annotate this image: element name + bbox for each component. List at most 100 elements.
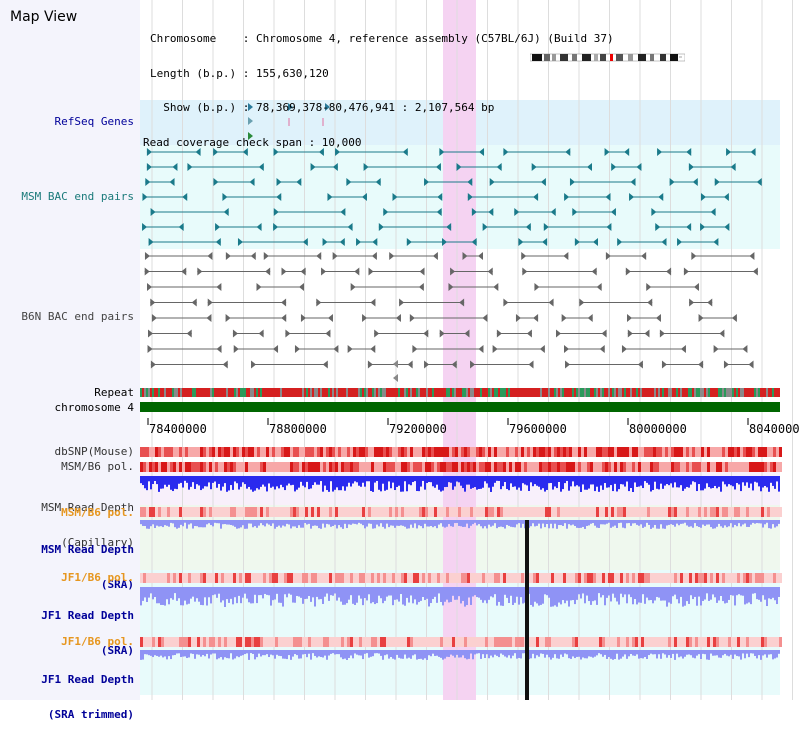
msm-pol-strip xyxy=(263,462,266,472)
b6n-bac-end xyxy=(752,267,758,276)
jf1-depth-trim-bar xyxy=(406,650,408,659)
jf1-depth-trim-bar xyxy=(258,650,260,654)
chromosome-ideogram[interactable] xyxy=(530,52,685,63)
jf1-depth-trim-bar xyxy=(388,650,390,659)
msm-depth-sra-bar xyxy=(648,520,650,525)
b6n-bac-end xyxy=(503,298,509,307)
jf1-depth-sra-bar xyxy=(446,587,448,600)
repeat-segment xyxy=(406,388,408,397)
jf1-depth-sra-bar xyxy=(598,587,600,594)
msm-depth-cap-bar xyxy=(448,476,450,483)
msm-pol2-strip xyxy=(431,507,434,517)
refseq-genes-label[interactable]: RefSeq Genes xyxy=(54,115,134,128)
msm-depth-sra-bar xyxy=(160,520,162,527)
repeat-segment xyxy=(656,388,658,397)
b6n-bac-end xyxy=(371,252,377,260)
jf1-depth-trim-bar xyxy=(336,650,338,655)
jf1-depth-sra-line1: JF1 Read Depth xyxy=(41,609,134,622)
jf1-pol-strip xyxy=(410,573,413,583)
repeat-segment xyxy=(392,388,394,397)
jf1-depth-trim-bar xyxy=(152,650,154,658)
repeat-segment xyxy=(228,388,230,397)
track-display: 78400000 78800000 79200000 79600000 80000000… xyxy=(140,0,800,700)
b6n-bac-end xyxy=(150,360,156,369)
msm-depth-cap-bar xyxy=(294,476,296,492)
jf1-depth-sra-bar xyxy=(232,587,234,605)
jf1-depth-trim-bar xyxy=(758,650,760,656)
msm-depth-cap-bar xyxy=(148,476,150,482)
msm-pol-strip xyxy=(632,462,635,472)
jf1-depth-sra-bar xyxy=(368,587,370,595)
b6n-bac-end xyxy=(742,345,748,353)
jf1-depth-sra-bar xyxy=(548,587,550,598)
b6n-bac-end xyxy=(332,252,338,260)
b6n-bac-end-pairs-label[interactable]: B6N BAC end pairs xyxy=(21,310,134,323)
msm-depth-cap-bar xyxy=(648,476,650,485)
jf1-depth-trim-bar xyxy=(778,650,780,654)
dbsnp-strip xyxy=(602,447,605,457)
repeat-segment xyxy=(598,388,600,397)
dbsnp-strip xyxy=(350,447,353,457)
jf1-depth-trim-bar xyxy=(250,650,252,654)
dbsnp-strip xyxy=(698,447,701,457)
repeat-segment xyxy=(420,388,422,397)
msm-depth-sra-bar xyxy=(242,520,244,526)
genome-browser-canvas[interactable]: 78400000 78800000 79200000 79600000 80000000… xyxy=(140,0,800,700)
msm-bac-end-pairs-label[interactable]: MSM BAC end pairs xyxy=(21,190,134,203)
jf1-pol-strip xyxy=(317,573,320,583)
jf1-pol2-strip xyxy=(596,637,599,647)
msm-depth-sra-bar xyxy=(494,520,496,524)
repeat-segment xyxy=(680,388,682,397)
jf1-pol2-strip xyxy=(392,637,395,647)
jf1-pol-strip xyxy=(731,573,734,583)
jf1-depth-trim-bar xyxy=(674,650,676,660)
b6n-bac-end xyxy=(325,329,331,338)
msm-bac-end xyxy=(651,208,657,216)
msm-depth-cap-bar xyxy=(456,476,458,482)
msm-depth-sra-bar xyxy=(432,520,434,528)
jf1-depth-trim-bar xyxy=(602,650,604,657)
msm-depth-sra-bar xyxy=(742,520,744,525)
msm-pol2-strip xyxy=(482,507,485,517)
dbsnp-strip xyxy=(662,447,665,457)
jf1-depth-sra-bar xyxy=(198,587,200,602)
dbsnp-strip xyxy=(689,447,692,457)
msm-depth-cap-bar xyxy=(688,476,690,488)
msm-depth-cap-bar xyxy=(698,476,700,485)
jf1-pol2-strip xyxy=(251,637,254,647)
msm-pol2-strip xyxy=(332,507,335,517)
jf1-pol-strip xyxy=(596,573,599,583)
msm-pol2-strip xyxy=(680,507,683,517)
jf1-depth-sra-bar xyxy=(778,587,780,597)
jf1-pol2-strip xyxy=(302,637,305,647)
msm-depth-sra-bar xyxy=(544,520,546,528)
msm-depth-cap-bar xyxy=(350,476,352,487)
jf1-depth-trim-bar xyxy=(424,650,426,659)
jf1-depth-sra-bar xyxy=(314,587,316,607)
repeat-segment xyxy=(588,388,590,397)
dbsnp-strip xyxy=(446,447,449,457)
msm-depth-cap-bar xyxy=(198,476,200,486)
jf1-pol2-strip xyxy=(269,637,272,647)
repeat-segment xyxy=(468,388,470,397)
jf1-pol-strip xyxy=(146,573,149,583)
jf1-pol2-strip xyxy=(707,637,710,647)
msm-depth-cap-bar xyxy=(486,476,488,484)
msm-pol2-strip xyxy=(419,507,422,517)
msm-depth-sra-bar xyxy=(434,520,436,527)
jf1-pol2-strip xyxy=(689,637,692,647)
msm-depth-cap-bar xyxy=(768,476,770,492)
jf1-depth-trim-bar xyxy=(478,650,480,654)
msm-pol-strip xyxy=(770,462,773,472)
repeat-segment xyxy=(414,388,416,397)
msm-depth-cap-bar xyxy=(362,476,364,483)
msm-pol2-strip xyxy=(266,507,269,517)
msm-pol-strip xyxy=(689,462,692,472)
msm-pol2-strip xyxy=(566,507,569,517)
msm-depth-cap-bar xyxy=(192,476,194,483)
jf1-depth-trim-bar xyxy=(670,650,672,658)
jf1-depth-sra-bar xyxy=(514,587,516,603)
msm-depth-cap-bar xyxy=(550,476,552,483)
repeat-segment xyxy=(270,388,272,397)
msm-depth-cap-bar xyxy=(520,476,522,491)
